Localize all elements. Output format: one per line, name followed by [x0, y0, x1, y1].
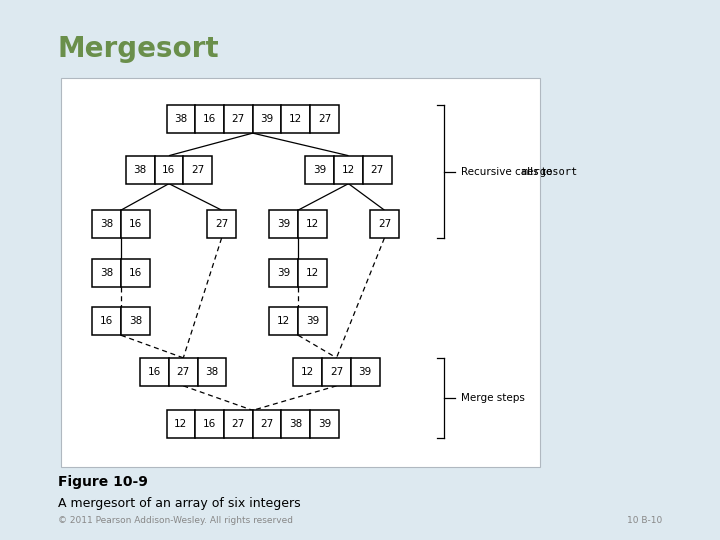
- Bar: [224, 105, 253, 133]
- Bar: [294, 358, 322, 386]
- Text: 16: 16: [129, 219, 142, 229]
- Bar: [269, 259, 298, 287]
- Bar: [140, 358, 169, 386]
- Text: Figure 10-9: Figure 10-9: [58, 475, 148, 489]
- Text: 38: 38: [205, 367, 219, 377]
- Text: 12: 12: [289, 114, 302, 124]
- Bar: [126, 156, 155, 184]
- Bar: [61, 78, 540, 467]
- Bar: [298, 210, 327, 238]
- Text: 27: 27: [378, 219, 391, 229]
- Bar: [282, 105, 310, 133]
- Bar: [305, 156, 334, 184]
- Text: 39: 39: [277, 268, 290, 278]
- Bar: [92, 210, 121, 238]
- Text: 16: 16: [162, 165, 176, 174]
- Bar: [322, 358, 351, 386]
- Text: 38: 38: [174, 114, 187, 124]
- Text: 16: 16: [129, 268, 142, 278]
- Text: 39: 39: [318, 420, 331, 429]
- Text: 38: 38: [134, 165, 147, 174]
- Text: 27: 27: [232, 420, 245, 429]
- Bar: [370, 210, 399, 238]
- Bar: [282, 410, 310, 438]
- Bar: [198, 358, 226, 386]
- Bar: [166, 410, 195, 438]
- Bar: [92, 307, 121, 335]
- Bar: [253, 410, 282, 438]
- Text: Merge steps: Merge steps: [461, 393, 525, 403]
- Text: 16: 16: [203, 114, 216, 124]
- Bar: [224, 410, 253, 438]
- Bar: [310, 410, 339, 438]
- Bar: [351, 358, 379, 386]
- Text: 27: 27: [215, 219, 228, 229]
- Bar: [334, 156, 363, 184]
- Text: 27: 27: [261, 420, 274, 429]
- Text: Recursive calls to: Recursive calls to: [461, 167, 555, 177]
- Text: 27: 27: [318, 114, 331, 124]
- Bar: [269, 210, 298, 238]
- Text: 16: 16: [203, 420, 216, 429]
- Text: 12: 12: [277, 316, 290, 326]
- Bar: [92, 259, 121, 287]
- Text: 27: 27: [371, 165, 384, 174]
- Text: 12: 12: [301, 367, 315, 377]
- Bar: [184, 156, 212, 184]
- Text: 27: 27: [191, 165, 204, 174]
- Text: A mergesort of an array of six integers: A mergesort of an array of six integers: [58, 497, 300, 510]
- Bar: [363, 156, 392, 184]
- Bar: [195, 410, 224, 438]
- Text: 16: 16: [148, 367, 161, 377]
- Text: 38: 38: [129, 316, 142, 326]
- Text: Mergesort: Mergesort: [58, 35, 219, 63]
- Text: 39: 39: [277, 219, 290, 229]
- Text: 27: 27: [330, 367, 343, 377]
- Text: mergesort: mergesort: [522, 167, 578, 177]
- Text: 16: 16: [100, 316, 113, 326]
- Text: 12: 12: [306, 219, 319, 229]
- Bar: [121, 210, 150, 238]
- Text: 10 B-10: 10 B-10: [627, 516, 662, 525]
- Text: 39: 39: [359, 367, 372, 377]
- Text: 12: 12: [306, 268, 319, 278]
- Text: 12: 12: [174, 420, 187, 429]
- Bar: [253, 105, 282, 133]
- Text: 12: 12: [342, 165, 355, 174]
- Bar: [121, 259, 150, 287]
- Bar: [310, 105, 339, 133]
- Text: 39: 39: [306, 316, 319, 326]
- Bar: [207, 210, 236, 238]
- Text: 38: 38: [289, 420, 302, 429]
- Bar: [298, 259, 327, 287]
- Text: 27: 27: [176, 367, 190, 377]
- Bar: [269, 307, 298, 335]
- Text: 39: 39: [313, 165, 326, 174]
- Text: © 2011 Pearson Addison-Wesley. All rights reserved: © 2011 Pearson Addison-Wesley. All right…: [58, 516, 292, 525]
- Bar: [298, 307, 327, 335]
- Bar: [195, 105, 224, 133]
- Text: 38: 38: [100, 268, 113, 278]
- Bar: [169, 358, 198, 386]
- Bar: [166, 105, 195, 133]
- Text: 38: 38: [100, 219, 113, 229]
- Bar: [155, 156, 184, 184]
- Bar: [121, 307, 150, 335]
- Text: 39: 39: [261, 114, 274, 124]
- Text: 27: 27: [232, 114, 245, 124]
